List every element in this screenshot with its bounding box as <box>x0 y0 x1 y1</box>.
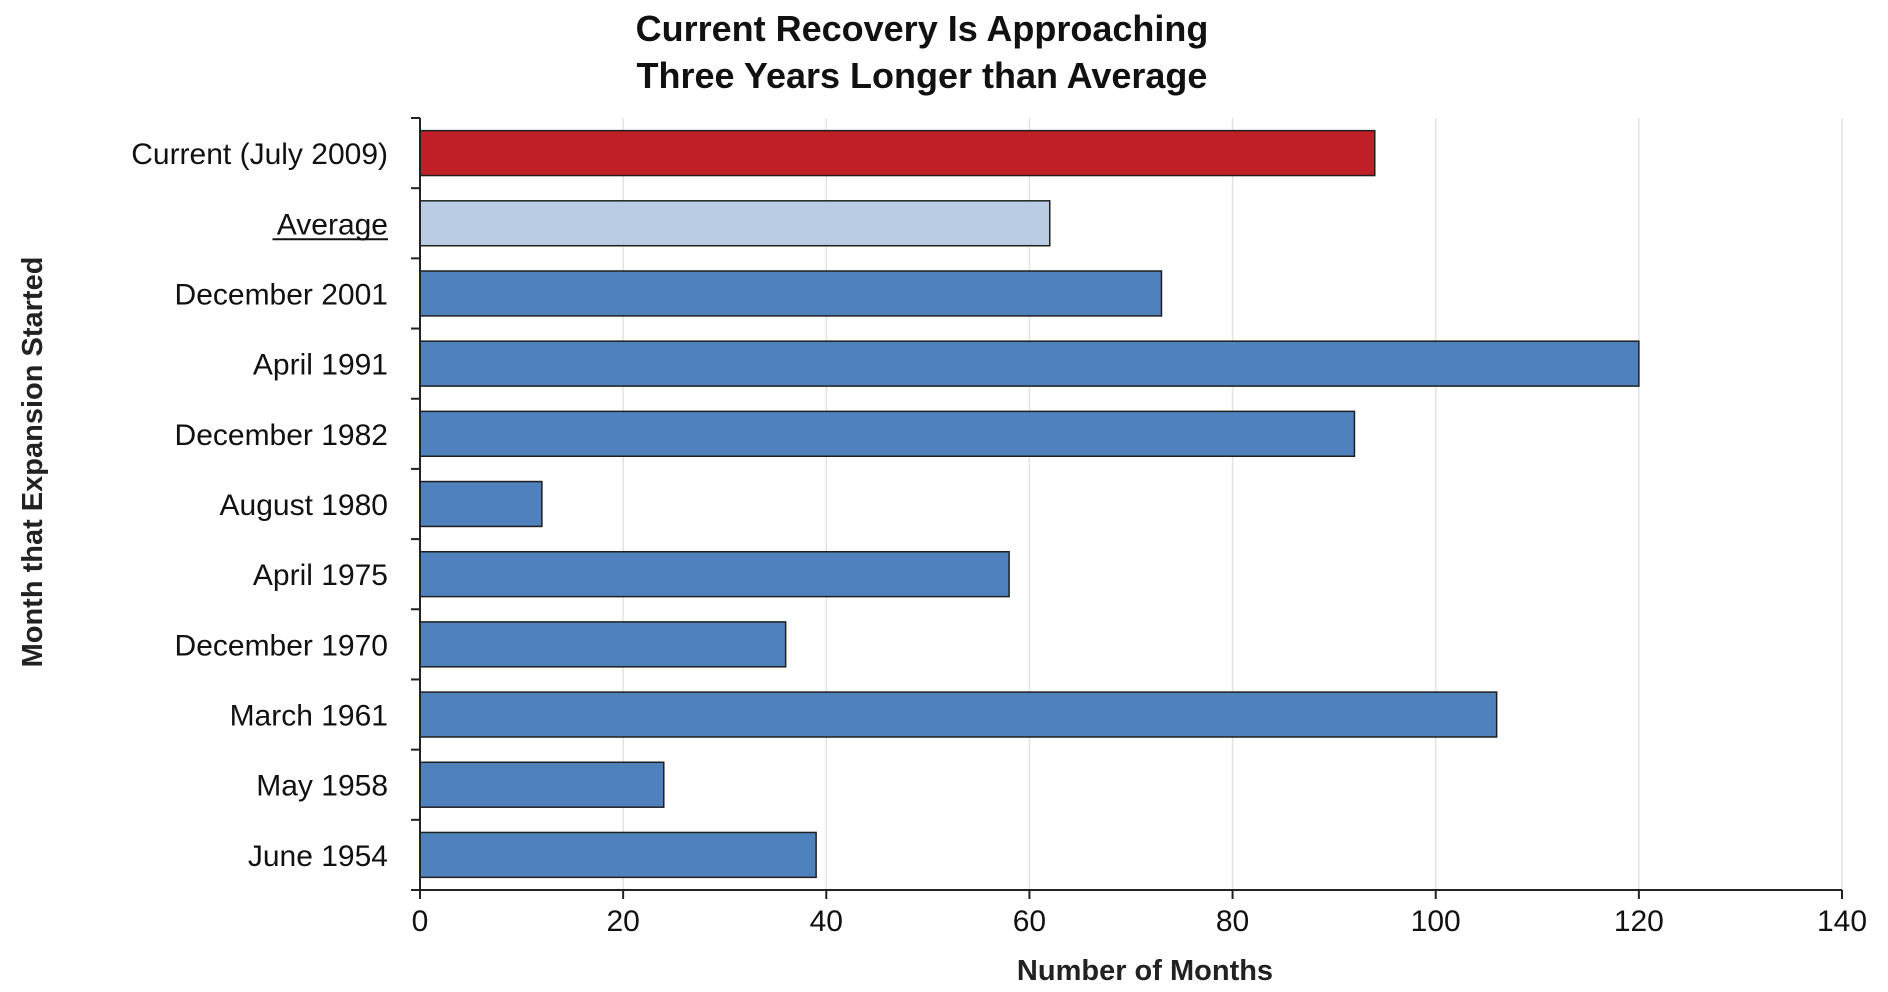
category-label: April 1975 <box>253 559 388 592</box>
axes <box>411 117 1843 899</box>
bar <box>419 691 1498 738</box>
category-label: April 1991 <box>253 349 388 382</box>
x-tick-label: 60 <box>1013 905 1046 938</box>
bar <box>419 410 1356 458</box>
bar <box>419 129 1376 177</box>
y-axis-title: Month that Expansion Started <box>17 257 49 668</box>
x-tick-label: 120 <box>1614 905 1664 938</box>
category-label: August 1980 <box>220 489 388 522</box>
bar <box>419 761 665 808</box>
category-label: December 1970 <box>175 629 388 662</box>
category-label: June 1954 <box>248 840 388 873</box>
category-label: Current (July 2009) <box>131 138 388 171</box>
x-tick-label: 20 <box>606 905 639 938</box>
category-labels: Current (July 2009) Average December 2001 A… <box>131 138 388 873</box>
x-tick-label: 140 <box>1817 905 1867 938</box>
bar <box>419 831 817 879</box>
category-label: Average <box>277 208 388 241</box>
chart-title-line: Current Recovery Is Approaching <box>636 8 1209 49</box>
bar <box>419 550 1010 598</box>
x-tick-label: 80 <box>1216 905 1249 938</box>
x-axis-title: Number of Months <box>1017 955 1273 987</box>
bar <box>419 621 787 668</box>
category-label: December 2001 <box>175 278 388 311</box>
category-label: May 1958 <box>256 770 388 803</box>
x-tick-label: 40 <box>810 905 843 938</box>
x-tick-label: 0 <box>412 905 429 938</box>
category-label: December 1982 <box>175 419 388 452</box>
chart-title: Current Recovery Is Approaching Three Yea… <box>636 8 1209 96</box>
category-label: March 1961 <box>230 700 388 733</box>
bar <box>419 200 1051 247</box>
x-tick-labels: 0 20 40 60 80 100 120 140 <box>412 905 1867 938</box>
chart-title-line: Three Years Longer than Average <box>637 55 1208 96</box>
bars <box>419 129 1640 879</box>
gridlines <box>622 118 1843 890</box>
x-tick-label: 100 <box>1411 905 1461 938</box>
bar <box>419 270 1163 317</box>
bar <box>419 480 543 528</box>
bar <box>419 340 1640 387</box>
